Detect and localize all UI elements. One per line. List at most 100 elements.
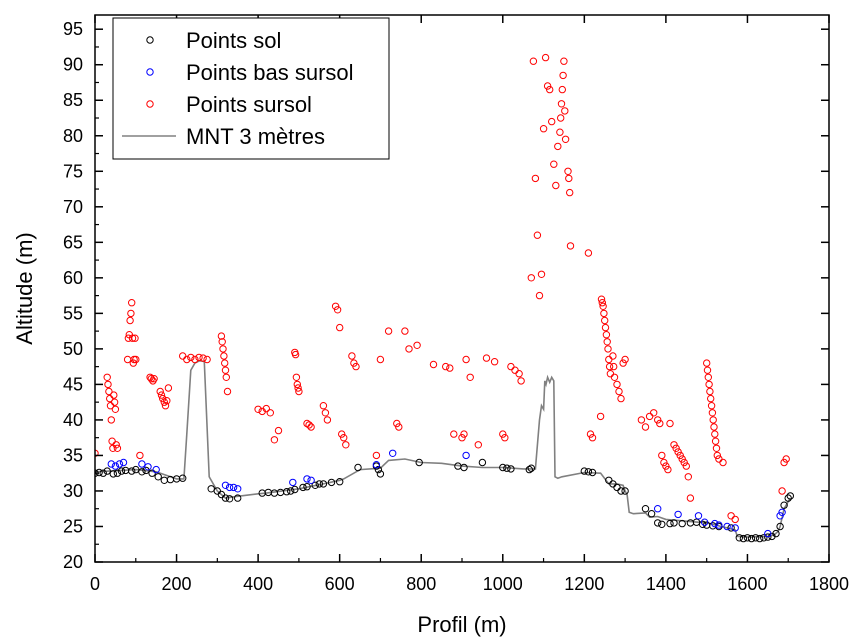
data-point bbox=[704, 373, 712, 381]
data-point bbox=[289, 478, 297, 487]
data-point bbox=[527, 464, 535, 472]
data-point bbox=[187, 353, 195, 362]
data-point bbox=[294, 384, 302, 392]
data-point bbox=[613, 380, 621, 389]
data-point bbox=[311, 481, 319, 489]
data-point bbox=[764, 533, 772, 541]
x-tick-label: 0 bbox=[90, 574, 100, 594]
data-point bbox=[525, 465, 533, 474]
data-point bbox=[650, 409, 658, 417]
data-point bbox=[507, 362, 515, 371]
data-point bbox=[711, 437, 720, 445]
y-tick-label: 65 bbox=[63, 232, 83, 252]
data-point bbox=[229, 483, 238, 492]
data-point bbox=[225, 495, 234, 503]
series-points-sursol bbox=[95, 53, 790, 524]
data-point bbox=[303, 475, 311, 483]
data-point bbox=[708, 409, 717, 417]
data-point bbox=[348, 352, 356, 360]
data-point bbox=[654, 416, 662, 424]
data-point bbox=[680, 458, 688, 467]
data-point bbox=[682, 462, 690, 470]
data-point bbox=[95, 468, 103, 477]
data-point bbox=[707, 402, 716, 410]
series-points-sol bbox=[95, 458, 794, 543]
data-point bbox=[600, 309, 608, 318]
data-point bbox=[658, 451, 666, 460]
data-point bbox=[221, 481, 230, 489]
data-point bbox=[276, 488, 285, 497]
y-axis-title: Altitude (m) bbox=[12, 232, 37, 344]
data-point bbox=[605, 476, 613, 484]
data-point bbox=[401, 327, 409, 335]
data-point bbox=[615, 387, 623, 396]
data-point bbox=[605, 355, 613, 364]
data-point bbox=[442, 362, 450, 371]
data-point bbox=[778, 487, 786, 495]
data-point bbox=[694, 512, 703, 520]
data-point bbox=[703, 366, 712, 374]
data-point bbox=[283, 488, 291, 496]
data-point bbox=[336, 323, 344, 332]
data-point bbox=[559, 71, 567, 80]
data-point bbox=[658, 520, 666, 528]
data-point bbox=[446, 364, 454, 372]
data-point bbox=[103, 373, 111, 381]
data-point bbox=[104, 380, 112, 389]
legend: Points sol Points bas sursol Points sursol… bbox=[112, 17, 390, 160]
y-tick-label: 55 bbox=[63, 303, 83, 323]
data-point bbox=[221, 494, 230, 502]
data-point bbox=[674, 510, 682, 519]
data-point bbox=[307, 423, 315, 431]
data-point bbox=[315, 480, 323, 488]
data-point bbox=[605, 362, 614, 371]
data-point bbox=[776, 512, 784, 520]
data-point bbox=[778, 508, 786, 516]
data-point bbox=[458, 434, 466, 442]
data-point bbox=[319, 402, 328, 410]
data-point bbox=[429, 360, 438, 369]
data-point bbox=[117, 467, 126, 475]
data-point bbox=[460, 430, 468, 438]
data-point bbox=[565, 174, 573, 183]
data-point bbox=[566, 188, 574, 197]
data-point bbox=[712, 444, 721, 452]
data-point bbox=[111, 405, 120, 413]
data-point bbox=[503, 464, 511, 472]
data-point bbox=[566, 242, 575, 250]
data-point bbox=[698, 520, 707, 528]
data-point bbox=[291, 485, 299, 494]
data-point bbox=[670, 519, 678, 527]
data-point bbox=[511, 366, 519, 374]
data-point bbox=[517, 377, 525, 385]
legend-label: MNT 3 mètres bbox=[186, 124, 325, 149]
data-point bbox=[606, 370, 615, 378]
data-point bbox=[466, 373, 474, 381]
data-point bbox=[548, 117, 556, 126]
data-point bbox=[191, 355, 199, 364]
data-point bbox=[666, 419, 674, 428]
data-point bbox=[786, 492, 794, 500]
data-point bbox=[705, 380, 713, 389]
data-point bbox=[735, 534, 743, 542]
data-point bbox=[474, 441, 482, 449]
data-point bbox=[529, 57, 538, 65]
data-point bbox=[323, 416, 332, 424]
data-point bbox=[686, 494, 695, 502]
data-point bbox=[127, 309, 135, 318]
data-point bbox=[700, 518, 709, 526]
data-point bbox=[776, 522, 784, 531]
data-point bbox=[478, 458, 487, 467]
data-point bbox=[641, 423, 650, 431]
data-point bbox=[782, 455, 790, 463]
y-tick-label: 45 bbox=[63, 374, 83, 394]
data-point bbox=[287, 487, 295, 495]
data-point bbox=[621, 487, 629, 495]
data-point bbox=[621, 355, 629, 364]
data-point bbox=[617, 394, 625, 403]
data-point bbox=[295, 387, 303, 396]
data-point bbox=[507, 465, 515, 473]
data-point bbox=[664, 465, 672, 474]
data-point bbox=[305, 421, 313, 429]
